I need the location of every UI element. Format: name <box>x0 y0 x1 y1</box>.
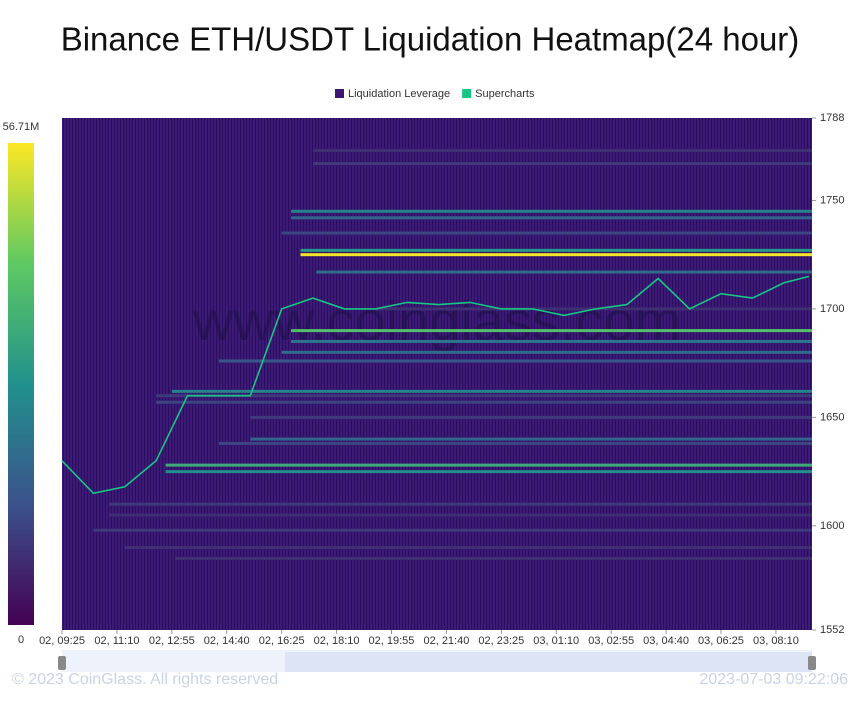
liquidation-level <box>300 253 812 257</box>
liquidation-level <box>218 441 813 445</box>
liquidation-level <box>171 389 812 393</box>
liquidation-level <box>316 270 812 274</box>
timestamp: 2023-07-03 09:22:06 <box>699 671 848 688</box>
liquidation-level <box>250 437 812 441</box>
x-tick-label: 02, 19:55 <box>369 635 415 647</box>
navigator-handle[interactable] <box>808 656 816 670</box>
x-tick-label: 03, 06:25 <box>698 635 744 647</box>
navigator-handle[interactable] <box>58 656 66 670</box>
x-tick-label: 02, 11:10 <box>94 635 139 647</box>
liquidation-level <box>291 329 813 333</box>
liquidation-level <box>109 513 813 517</box>
liquidation-level <box>218 359 813 363</box>
liquidation-level <box>93 528 813 532</box>
legend-swatch <box>335 89 344 98</box>
y-tick-label: 1750 <box>820 194 844 206</box>
y-tick-label: 1700 <box>820 303 844 315</box>
liquidation-level <box>156 394 812 398</box>
liquidation-level <box>156 400 812 404</box>
price-line <box>61 275 810 495</box>
liquidation-level <box>291 339 813 343</box>
x-tick-label: 02, 14:40 <box>204 635 250 647</box>
plot-area <box>62 118 812 630</box>
liquidation-level <box>313 149 812 153</box>
x-tick-label: 03, 02:55 <box>588 635 634 647</box>
x-tick-label: 02, 23:25 <box>478 635 524 647</box>
navigator-area <box>285 652 812 672</box>
legend-swatch <box>462 89 472 98</box>
x-tick-label: 02, 18:10 <box>314 635 360 647</box>
x-tick-label: 02, 21:40 <box>423 635 469 647</box>
y-tick-label: 1788 <box>820 112 844 124</box>
copyright: © 2023 CoinGlass. All rights reserved <box>12 671 278 688</box>
legend-label: Supercharts <box>475 88 535 100</box>
liquidation-level <box>174 556 813 560</box>
liquidation-level <box>291 216 813 220</box>
x-tick-label: 03, 08:10 <box>753 635 799 647</box>
x-tick-label: 03, 01:10 <box>533 635 579 647</box>
x-tick-label: 02, 16:25 <box>259 635 305 647</box>
y-tick-label: 1650 <box>820 411 844 423</box>
y-tick-label: 1600 <box>820 520 844 532</box>
liquidation-level <box>250 415 812 419</box>
liquidation-level <box>313 162 812 166</box>
legend-label: Liquidation Leverage <box>348 88 450 100</box>
x-tick-label: 03, 04:40 <box>643 635 689 647</box>
liquidation-level <box>281 350 812 354</box>
colorbar-label: 56.71M <box>3 121 40 133</box>
x-tick-label: 02, 09:25 <box>39 635 85 647</box>
colorbar-label: 0 <box>18 634 24 646</box>
liquidation-level <box>165 463 812 467</box>
liquidation-level <box>281 231 812 235</box>
colorbar <box>8 143 34 625</box>
liquidation-level <box>291 209 813 213</box>
liquidation-level <box>109 502 813 506</box>
y-tick-label: 1552 <box>820 624 844 636</box>
liquidation-level <box>165 470 812 474</box>
chart-title: Binance ETH/USDT Liquidation Heatmap(24 … <box>61 21 800 58</box>
liquidation-level <box>124 546 813 550</box>
liquidation-level <box>300 248 812 252</box>
x-tick-label: 02, 12:55 <box>149 635 195 647</box>
